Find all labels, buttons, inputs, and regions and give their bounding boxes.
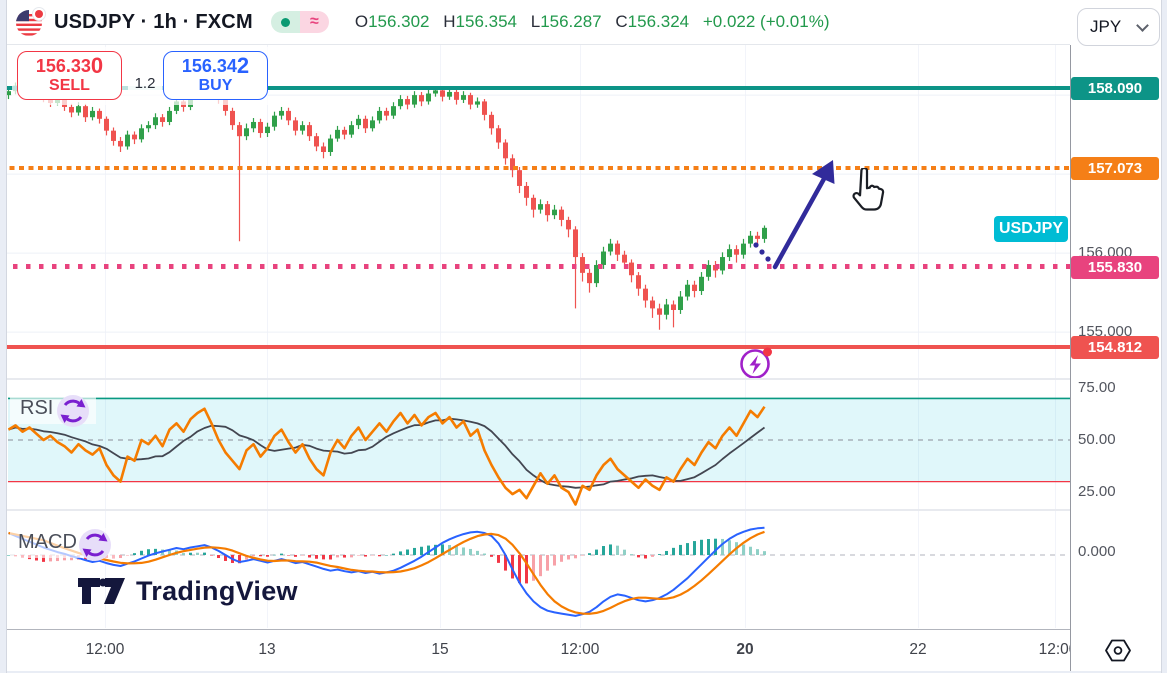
open-value: 156.302 [368,12,430,31]
rsi-label[interactable]: RSI [20,397,54,419]
sell-button[interactable]: 156.330 SELL [17,51,122,100]
time-tick-label: 12:00 [1038,641,1070,658]
tradingview-logo-text: TradingView [136,576,298,606]
close-label: C [615,12,628,31]
window-right-edge [1161,0,1167,673]
spread-value: 1.2 [128,72,162,94]
time-tick-label: 13 [258,641,276,658]
sell-label: SELL [49,77,90,94]
v-gridline [580,45,581,628]
buy-label: BUY [198,77,233,94]
close-value: 156.324 [627,12,690,31]
market-open-dot-icon [280,17,290,27]
price-level-line [0,264,1070,269]
usdjpy-flag-icon [16,7,46,36]
change-value: +0.022 (+0.01%) [702,12,830,31]
window-left-edge [0,0,7,673]
symbol-title[interactable]: USDJPY · 1h · FXCM [54,10,253,33]
price-level-badge: 158.090 [1071,76,1159,100]
tradingview-logo[interactable]: TradingView [78,576,298,607]
pane-settings-hexagon-icon[interactable] [1104,637,1132,664]
rsi-pane [7,397,1070,506]
rsi-refresh-icon[interactable] [56,394,90,428]
buy-price: 156.34 [181,56,237,76]
price-level-badge: 157.073 [1071,156,1159,180]
indicator-axis-value: 50.00 [1078,431,1116,448]
time-tick-label: 12:00 [560,641,600,658]
v-gridline [267,45,268,628]
v-gridline [440,45,441,628]
price-level-badge: 155.830 [1071,255,1159,279]
high-value: 156.354 [455,12,517,31]
time-tick-label: 20 [736,641,754,658]
low-label: L [530,12,541,31]
time-tick-label: 22 [909,641,927,658]
currency-dropdown-value: JPY [1090,17,1122,36]
v-gridline [745,45,746,628]
buy-button[interactable]: 156.342 BUY [163,51,268,100]
buy-price-pip: 2 [236,53,250,78]
currency-dropdown[interactable]: JPY [1077,8,1160,46]
low-value: 156.287 [540,12,602,31]
price-level-line [0,86,1070,90]
indicator-axis-value: 25.00 [1078,483,1116,500]
market-status-pill[interactable]: ≈ [270,11,329,33]
indicator-axis-value: 0.000 [1078,543,1116,560]
sell-price-pip: 0 [90,53,104,78]
approx-icon: ≈ [299,11,329,33]
macd-pane [0,526,1070,617]
v-gridline [918,45,919,628]
grid-layer [0,45,1070,628]
pane-separator[interactable] [0,378,1070,380]
v-gridline [1055,45,1056,628]
macd-refresh-icon[interactable] [78,528,112,562]
price-level-line [0,166,1070,171]
price-level-badge: 154.812 [1071,335,1159,359]
time-tick-label: 15 [431,641,449,658]
sell-price: 156.33 [35,56,91,76]
ohlc-readout: O156.302 H156.354 L156.287 C156.324 +0.0… [355,12,839,32]
open-label: O [354,12,369,31]
macd-label[interactable]: MACD [18,531,77,553]
high-label: H [443,12,456,31]
chart-toolbar: USDJPY · 1h · FXCM ≈ O156.302 H156.354 L… [0,0,1070,45]
window-bottom-edge [0,671,1167,673]
symbol-price-badge: USDJPY [994,216,1068,242]
v-gridline [105,45,106,628]
chevron-down-icon [1136,18,1149,32]
tradingview-logo-icon [78,577,125,604]
indicator-axis-value: 75.00 [1078,379,1116,396]
time-axis[interactable]: 12:00 13 15 12:00 20 22 12:00 [0,629,1070,671]
lightning-badge-icon[interactable] [737,345,777,381]
trend-arrow[interactable] [748,148,858,283]
time-tick-label: 12:00 [85,641,125,658]
cursor-icon [852,168,885,211]
price-axis-border[interactable] [1070,45,1071,671]
price-level-line [0,345,1070,349]
pane-separator[interactable] [0,509,1070,511]
